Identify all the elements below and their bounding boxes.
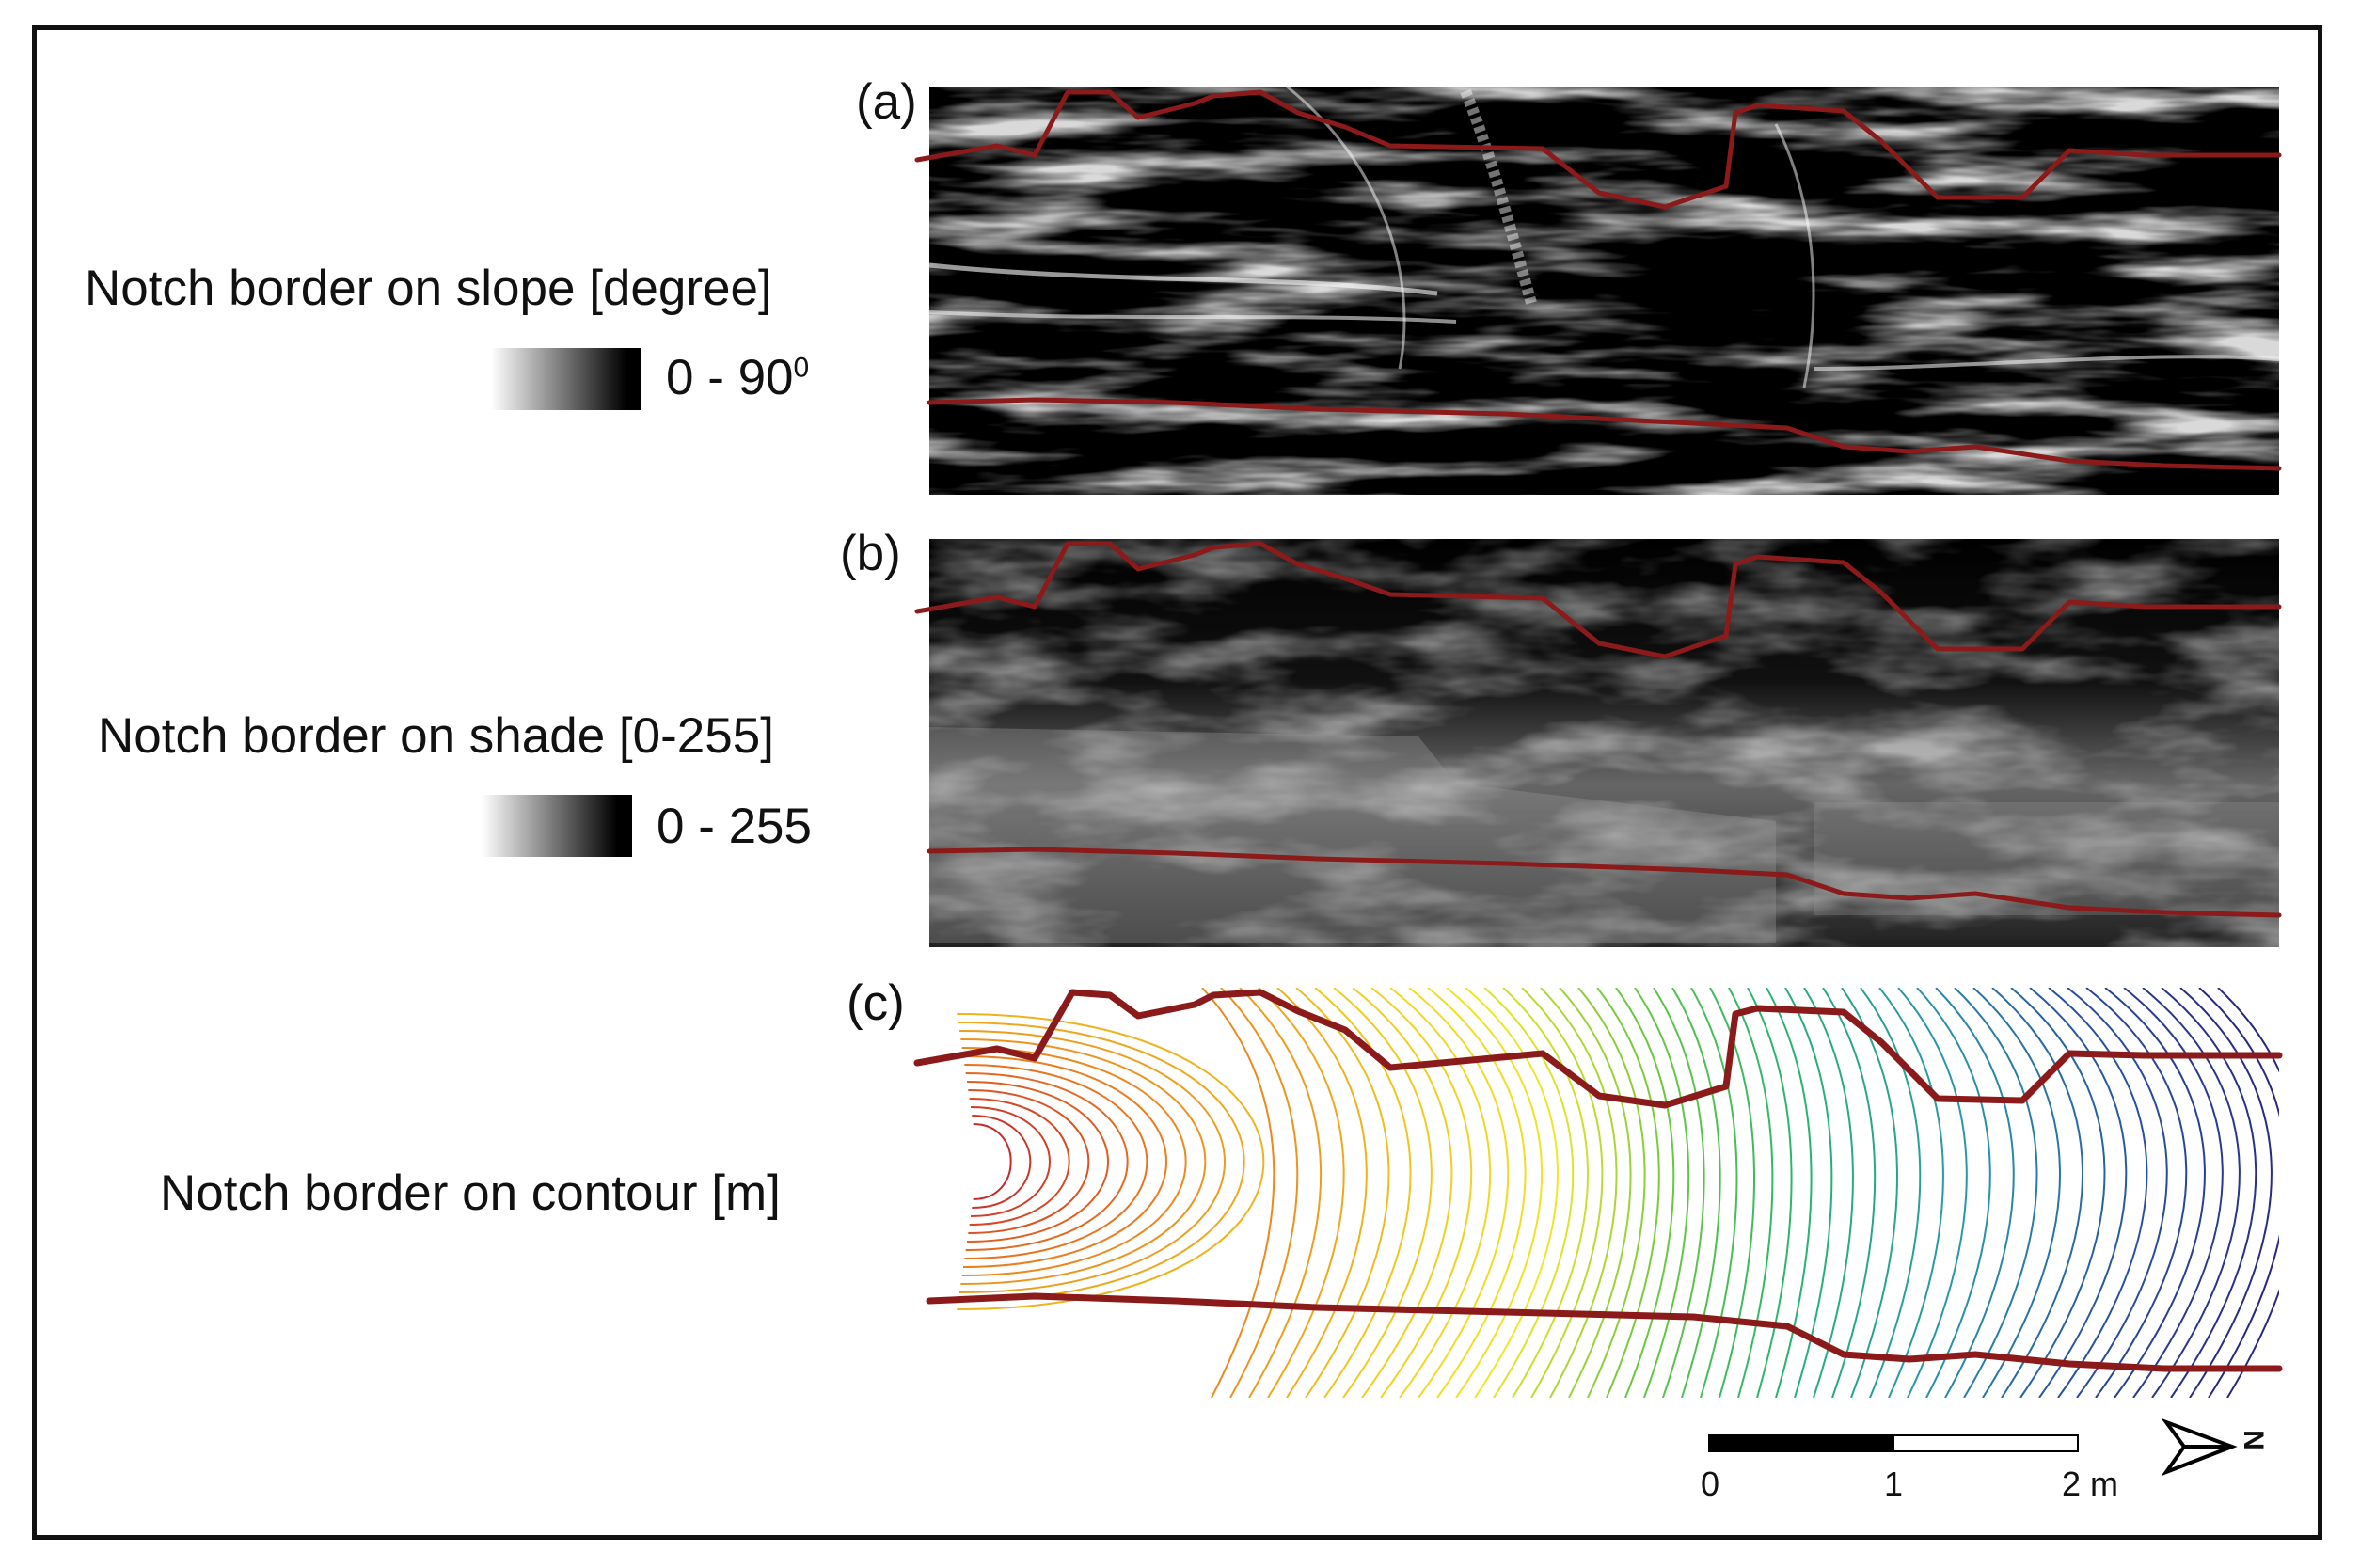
slope-gradient-ramp — [491, 348, 641, 410]
contour-line — [1408, 988, 1510, 1398]
contour-line — [2142, 988, 2241, 1398]
slope-range-label: 0 - 900 — [666, 353, 809, 403]
scale-tick-1: 1 — [1884, 1465, 1904, 1503]
contour-line — [1389, 988, 1492, 1398]
contour-line — [1276, 988, 1368, 1398]
scale-tick-0: 0 — [1701, 1465, 1720, 1503]
shade-range-label: 0 - 255 — [657, 799, 813, 854]
contour-line — [1916, 988, 1991, 1398]
contour-line — [1653, 988, 1705, 1398]
slope-legend-label: Notch border on slope [degree] — [85, 261, 772, 316]
contour-line — [1446, 988, 1544, 1398]
contour-line — [1841, 988, 1898, 1398]
contour-line — [1690, 988, 1738, 1398]
contour-line — [958, 1022, 1245, 1302]
shade-texture — [929, 539, 2279, 947]
contour-line — [1370, 988, 1473, 1398]
north-letter: N — [2237, 1430, 2269, 1450]
contour-line — [1521, 988, 1604, 1398]
contour-line — [973, 1123, 1012, 1200]
contour-line — [1502, 988, 1589, 1398]
contour-line — [964, 1064, 1148, 1259]
contour-map-image — [929, 988, 2279, 1398]
contour-line — [2048, 988, 2148, 1398]
panel-letter-a: (a) — [856, 74, 917, 130]
panel-letter-b: (b) — [840, 526, 901, 581]
contour-line — [2123, 988, 2224, 1398]
contour-line — [1897, 988, 1968, 1398]
scale-tick-2: 2 m — [2062, 1465, 2119, 1503]
slope-range-text: 0 - 90 — [666, 350, 794, 405]
slope-range-sup: 0 — [793, 352, 810, 384]
shade-legend-label: Notch border on shade [0-255] — [98, 708, 774, 764]
contour-line — [2104, 988, 2206, 1398]
contour-line — [1465, 988, 1559, 1398]
contour-line — [1314, 988, 1412, 1398]
contour-legend-label: Notch border on contour [m] — [160, 1165, 781, 1221]
contour-line — [1220, 988, 1299, 1398]
contour-line — [960, 1038, 1207, 1285]
contour-line — [2179, 988, 2273, 1398]
contour-line — [1991, 988, 2083, 1398]
contour-line — [970, 1106, 1051, 1217]
shade-map-image — [929, 539, 2279, 947]
contour-line — [1333, 988, 1433, 1398]
contour-line — [968, 1089, 1090, 1234]
contour-line — [1634, 988, 1690, 1398]
contour-line — [1427, 988, 1527, 1398]
contour-line — [1671, 988, 1721, 1398]
contour-line — [972, 1115, 1032, 1209]
contour-line — [1860, 988, 1922, 1398]
contour-line — [1935, 988, 2015, 1398]
contour-line — [1352, 988, 1453, 1398]
contour-line — [2161, 988, 2257, 1398]
slope-map-image — [929, 87, 2279, 495]
panel-letter-c: (c) — [847, 975, 905, 1031]
slope-texture — [929, 87, 2279, 495]
shade-gradient-ramp — [482, 795, 632, 857]
contour-line — [1540, 988, 1618, 1398]
contour-line — [2029, 988, 2128, 1398]
contour-line — [2085, 988, 2188, 1398]
contour-line — [966, 1081, 1109, 1243]
contour-line — [1483, 988, 1575, 1398]
contour-lines — [957, 988, 2279, 1398]
